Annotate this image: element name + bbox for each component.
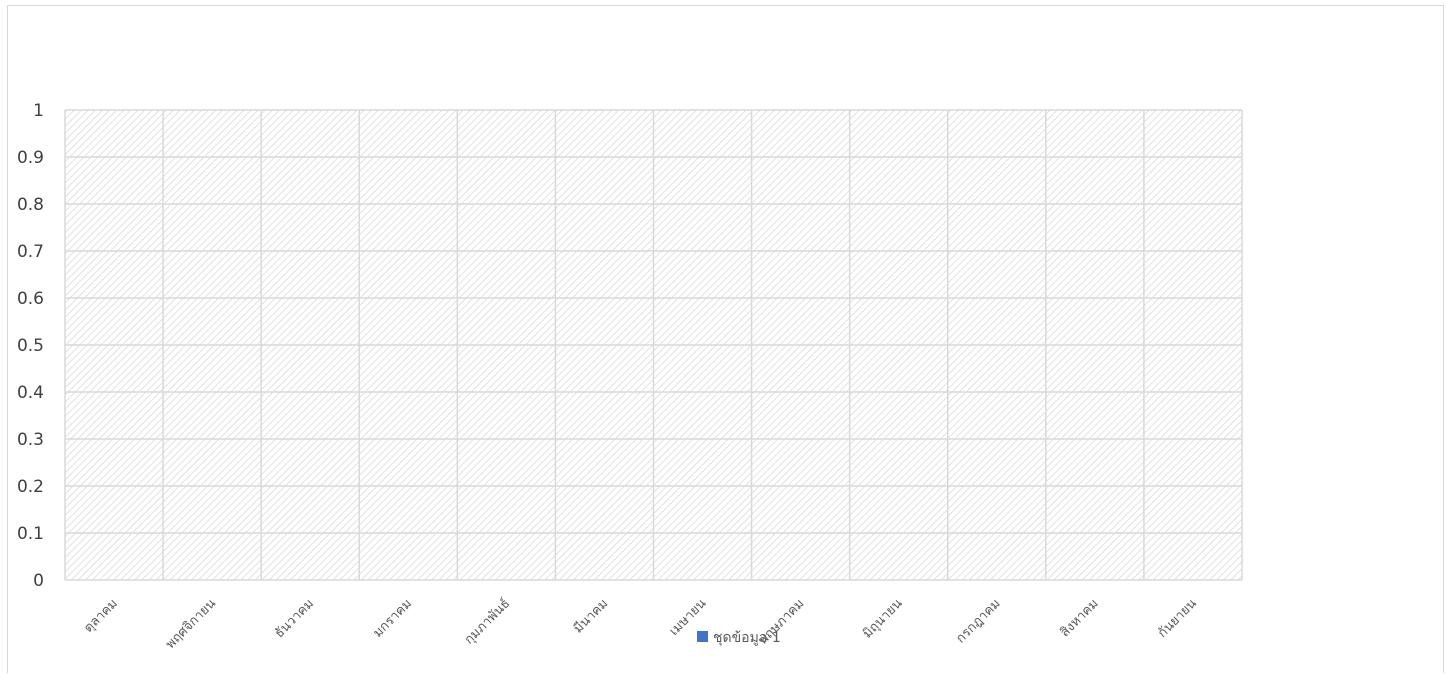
chart-frame: [7, 5, 1444, 673]
y-tick-label: 0: [33, 571, 44, 591]
x-axis: ตุลาคม พฤศจิกายน ธันวาคม มกราคม กุมภาพันธ์ มี…: [81, 596, 1200, 653]
x-tick-label: มีนาคม: [570, 596, 611, 637]
y-tick-label: 0.7: [17, 242, 44, 262]
y-axis: 0 0.1 0.2 0.3 0.4 0.5 0.6 0.7 0.8 0.9 1: [17, 101, 44, 591]
x-tick-label: มกราคม: [371, 596, 416, 641]
x-tick-label: พฤศจิกายน: [163, 596, 219, 652]
legend-label: ชุดข้อมูล 1: [713, 630, 781, 646]
x-tick-label: สิงหาคม: [1058, 596, 1102, 640]
y-tick-label: 0.9: [17, 148, 44, 168]
x-tick-label: กุมภาพันธ์: [461, 596, 513, 648]
y-tick-label: 0.3: [17, 430, 44, 450]
gridlines: [64, 109, 1243, 581]
x-tick-label: ธันวาคม: [272, 596, 317, 641]
y-tick-label: 0.8: [17, 195, 44, 215]
y-tick-label: 0.5: [17, 336, 44, 356]
x-tick-label: ตุลาคม: [81, 596, 121, 636]
legend-swatch: [697, 631, 708, 642]
y-tick-label: 1: [33, 101, 44, 121]
x-tick-label: กันยายน: [1155, 596, 1200, 641]
legend: ชุดข้อมูล 1: [697, 630, 781, 646]
x-tick-label: มิถุนายน: [860, 596, 905, 641]
y-tick-label: 0.6: [17, 289, 44, 309]
y-tick-label: 0.1: [17, 524, 44, 544]
y-tick-label: 0.2: [17, 477, 44, 497]
y-tick-label: 0.4: [17, 383, 44, 403]
x-tick-label: กรกฎาคม: [953, 596, 1003, 646]
